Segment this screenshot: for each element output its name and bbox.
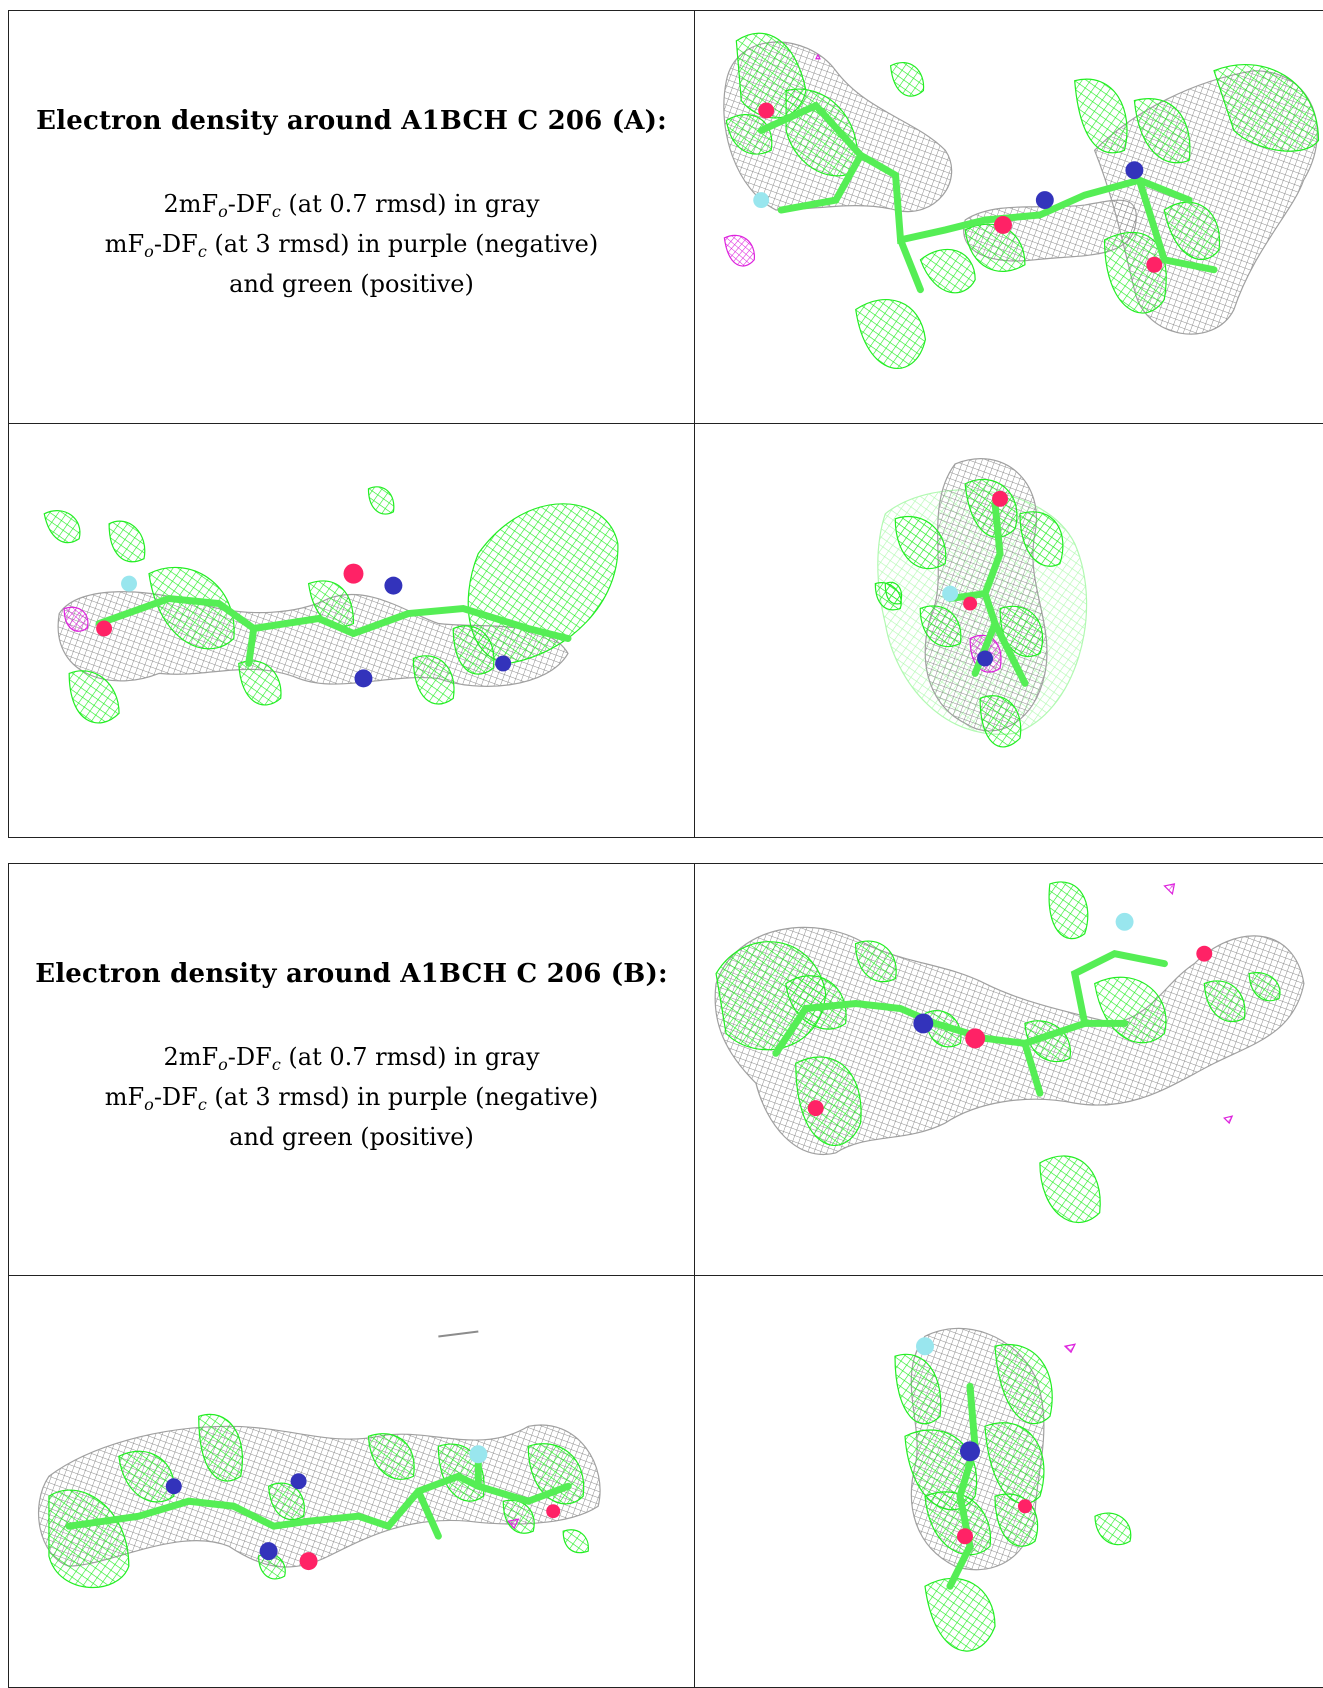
panel-b-legend: 2mFo-DFc (at 0.7 rmsd) in gray mFo-DFc (…	[105, 1041, 599, 1154]
caption-cell-a: Electron density around A1BCH C 206 (A):…	[9, 11, 695, 424]
density-table-a: Electron density around A1BCH C 206 (A):…	[8, 10, 1323, 838]
legend-line-2fofc: 2mFo-DFc (at 0.7 rmsd) in gray	[163, 190, 540, 221]
density-view-b-top	[695, 864, 1323, 1276]
density-view-a-end	[695, 424, 1323, 837]
density-table-b: Electron density around A1BCH C 206 (B):…	[8, 863, 1323, 1688]
panel-a-legend: 2mFo-DFc (at 0.7 rmsd) in gray mFo-DFc (…	[105, 188, 599, 301]
legend-line-colors: and green (positive)	[229, 1123, 474, 1151]
panel-b-title: Electron density around A1BCH C 206 (B):	[35, 959, 668, 989]
legend-line-fofc: mFo-DFc (at 3 rmsd) in purple (negative)	[104, 230, 599, 261]
panel-a-title: Electron density around A1BCH C 206 (A):	[36, 106, 667, 136]
density-view-a-side	[9, 424, 695, 837]
density-view-b-end	[695, 1276, 1323, 1688]
density-view-b-side	[9, 1275, 695, 1687]
density-view-a-top	[695, 11, 1323, 424]
legend-line-colors: and green (positive)	[229, 270, 474, 298]
caption-cell-b: Electron density around A1BCH C 206 (B):…	[9, 864, 695, 1276]
legend-line-fofc: mFo-DFc (at 3 rmsd) in purple (negative)	[104, 1083, 599, 1114]
legend-line-2fofc: 2mFo-DFc (at 0.7 rmsd) in gray	[163, 1043, 540, 1074]
